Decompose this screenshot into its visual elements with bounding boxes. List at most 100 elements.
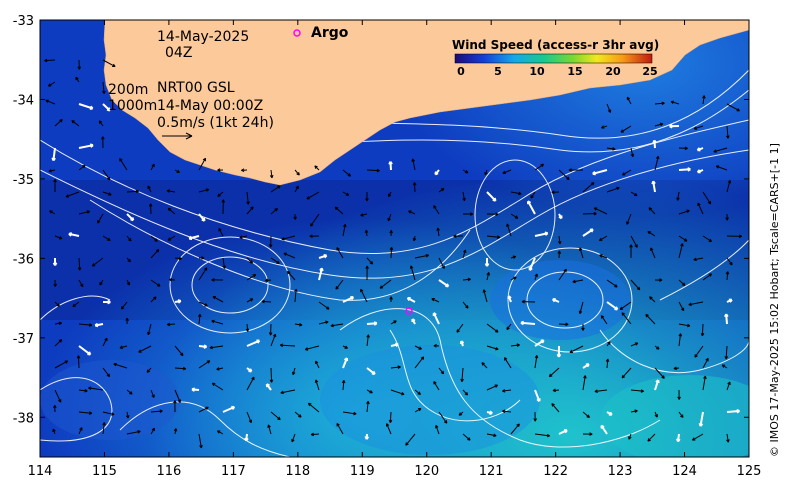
current-arrow bbox=[294, 169, 300, 176]
current-arrow bbox=[650, 247, 656, 259]
current-arrow-head bbox=[656, 346, 660, 350]
current-arrow-head bbox=[493, 433, 497, 438]
current-arrow bbox=[336, 423, 344, 435]
current-arrow bbox=[54, 322, 62, 325]
y-tick-label: -37 bbox=[13, 332, 34, 347]
current-arrow bbox=[311, 433, 320, 436]
current-arrow-head bbox=[693, 257, 697, 262]
current-arrow-head bbox=[177, 399, 181, 403]
current-arrow-head bbox=[634, 244, 638, 248]
current-arrow-head bbox=[65, 194, 70, 198]
current-arrow-head bbox=[84, 388, 88, 393]
current-arrow-head bbox=[621, 172, 626, 176]
current-arrow-head bbox=[389, 296, 393, 300]
current-arrow bbox=[412, 158, 416, 171]
current-arrow-head bbox=[217, 193, 221, 197]
current-arrow bbox=[78, 389, 88, 392]
current-arrow-head bbox=[401, 391, 405, 396]
current-arrow-head bbox=[77, 66, 82, 70]
plot-frame bbox=[39, 19, 750, 458]
current-arrow bbox=[620, 125, 632, 133]
current-arrow bbox=[649, 296, 656, 303]
current-arrow-head bbox=[551, 190, 555, 195]
current-arrow bbox=[54, 339, 63, 347]
current-arrow bbox=[78, 164, 86, 171]
current-arrow bbox=[305, 345, 320, 351]
current-arrow-head bbox=[113, 362, 117, 367]
current-arrow-head bbox=[528, 267, 533, 271]
x-tick-label: 117 bbox=[221, 464, 246, 479]
current-arrow bbox=[71, 120, 80, 127]
current-arrow-head bbox=[589, 432, 593, 436]
current-arrow-head bbox=[686, 323, 691, 328]
current-arrow bbox=[246, 411, 252, 423]
current-arrow-head bbox=[654, 414, 658, 418]
current-arrow-head bbox=[680, 243, 684, 247]
current-arrow-head bbox=[620, 129, 624, 133]
current-arrow bbox=[147, 323, 152, 335]
current-arrow bbox=[572, 279, 584, 283]
current-arrow-head bbox=[216, 367, 220, 371]
current-arrow-head bbox=[294, 288, 298, 293]
current-arrow bbox=[558, 268, 567, 281]
current-arrow-head bbox=[307, 402, 312, 407]
current-arrow-head bbox=[306, 196, 310, 200]
current-arrow bbox=[222, 257, 226, 269]
current-arrow-head bbox=[495, 329, 499, 333]
current-arrow-head bbox=[593, 207, 598, 211]
argo-float-marker[interactable] bbox=[405, 307, 413, 315]
current-arrow-head bbox=[89, 105, 94, 110]
current-arrow-head bbox=[589, 228, 594, 233]
current-arrow-head bbox=[166, 189, 170, 193]
current-arrow-head bbox=[295, 185, 299, 190]
current-arrow-head bbox=[360, 288, 364, 293]
current-arrow bbox=[246, 274, 256, 281]
current-arrow-head bbox=[502, 170, 506, 175]
current-arrow bbox=[699, 411, 704, 427]
current-arrow-head bbox=[619, 306, 624, 311]
current-arrow bbox=[198, 158, 206, 171]
current-arrow bbox=[102, 191, 112, 196]
current-arrow bbox=[582, 411, 590, 418]
current-arrow-head bbox=[565, 322, 569, 327]
current-arrow-head bbox=[440, 187, 445, 192]
current-arrow-head bbox=[201, 217, 206, 222]
current-arrow-head bbox=[268, 244, 273, 248]
current-arrow bbox=[44, 59, 56, 62]
current-arrow-head bbox=[536, 398, 541, 403]
current-arrow bbox=[102, 367, 110, 377]
current-arrow-head bbox=[533, 418, 537, 422]
current-arrow-head bbox=[649, 296, 653, 300]
current-arrow-head bbox=[88, 323, 93, 327]
current-arrow bbox=[702, 191, 712, 205]
current-arrow bbox=[212, 382, 224, 391]
current-arrow bbox=[678, 243, 683, 259]
current-arrow-head bbox=[684, 146, 688, 151]
current-arrow bbox=[534, 433, 550, 437]
current-arrow-head bbox=[552, 388, 556, 393]
current-arrow-head bbox=[104, 337, 108, 342]
current-arrow bbox=[167, 323, 176, 326]
x-tick-label: 116 bbox=[156, 464, 181, 479]
current-arrow bbox=[433, 381, 440, 391]
current-arrow bbox=[147, 185, 152, 193]
current-arrow-head bbox=[101, 136, 105, 140]
colorbar-tick-20: 20 bbox=[605, 65, 621, 78]
current-arrow bbox=[174, 367, 186, 370]
current-arrow-head bbox=[283, 252, 287, 256]
current-arrow bbox=[579, 301, 584, 314]
current-arrow bbox=[456, 323, 464, 333]
current-arrow bbox=[270, 185, 281, 193]
current-arrow bbox=[330, 323, 344, 327]
current-arrow-head bbox=[293, 216, 297, 220]
current-arrow-head bbox=[628, 436, 632, 440]
current-arrow bbox=[270, 169, 273, 178]
current-arrow-head bbox=[724, 356, 729, 360]
current-arrow bbox=[630, 342, 639, 347]
current-arrow-head bbox=[249, 298, 254, 302]
current-arrow-head bbox=[335, 286, 339, 290]
current-arrow-head bbox=[153, 296, 157, 300]
current-arrow bbox=[678, 235, 688, 242]
current-arrow bbox=[246, 257, 253, 264]
current-arrow-head bbox=[345, 192, 350, 196]
